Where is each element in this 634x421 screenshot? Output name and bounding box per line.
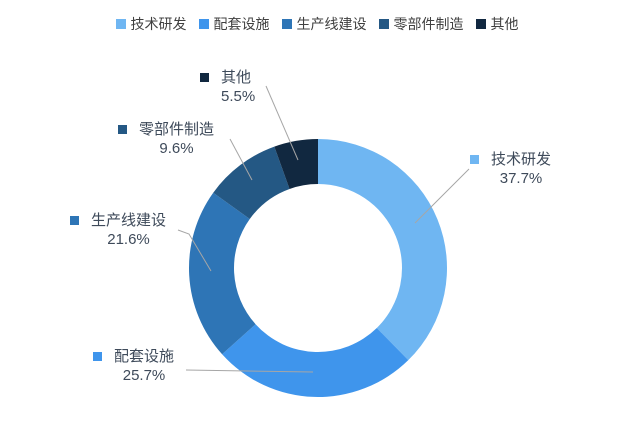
data-label-name: 技术研发 bbox=[491, 151, 552, 168]
legend-label: 零部件制造 bbox=[393, 16, 464, 32]
data-label-1: 配套设施 25.7% bbox=[93, 347, 174, 385]
legend-item-4: 其他 bbox=[475, 14, 519, 34]
data-label-percent: 21.6% bbox=[107, 231, 150, 248]
data-label-percent: 37.7% bbox=[499, 170, 543, 187]
legend-label: 配套设施 bbox=[213, 16, 270, 32]
legend-item-2: 生产线建设 bbox=[281, 14, 367, 34]
donut-slice-2 bbox=[189, 192, 256, 355]
donut-slice-0 bbox=[318, 139, 447, 361]
data-label-marker-icon bbox=[200, 73, 209, 82]
legend-swatch-icon bbox=[115, 19, 126, 29]
data-label-percent: 9.6% bbox=[159, 140, 194, 157]
data-label-marker-icon bbox=[93, 352, 102, 361]
data-label-percent: 5.5% bbox=[221, 88, 256, 105]
legend-label: 生产线建设 bbox=[296, 16, 367, 32]
legend-swatch-icon bbox=[281, 19, 292, 29]
donut-slice-3 bbox=[213, 146, 290, 219]
donut-slice-1 bbox=[222, 324, 409, 397]
data-label-4: 其他 5.5% bbox=[200, 68, 255, 106]
data-label-marker-icon bbox=[470, 155, 479, 164]
leader-line-1 bbox=[185, 369, 314, 373]
data-label-percent: 25.7% bbox=[122, 367, 166, 384]
leader-line-3 bbox=[229, 138, 253, 181]
chart-legend: 技术研发 配套设施 生产线建设 零部件制造 其他 bbox=[0, 14, 634, 34]
data-label-3: 零部件制造 9.6% bbox=[118, 120, 214, 158]
legend-label: 技术研发 bbox=[130, 16, 187, 32]
leader-line-2 bbox=[177, 229, 212, 272]
legend-item-1: 配套设施 bbox=[198, 14, 270, 34]
data-label-name: 配套设施 bbox=[114, 348, 175, 365]
legend-swatch-icon bbox=[378, 19, 389, 29]
legend-swatch-icon bbox=[198, 19, 209, 29]
data-label-0: 技术研发 37.7% bbox=[470, 150, 551, 188]
data-label-name: 零部件制造 bbox=[139, 121, 215, 138]
legend-swatch-icon bbox=[475, 19, 486, 29]
data-label-marker-icon bbox=[70, 216, 79, 225]
data-label-name: 生产线建设 bbox=[91, 212, 167, 229]
data-label-2: 生产线建设 21.6% bbox=[70, 211, 166, 249]
data-label-marker-icon bbox=[118, 125, 127, 134]
legend-item-0: 技术研发 bbox=[115, 14, 187, 34]
legend-item-3: 零部件制造 bbox=[378, 14, 464, 34]
data-label-name: 其他 bbox=[221, 69, 252, 86]
leader-line-0 bbox=[414, 168, 470, 224]
leader-line-4 bbox=[265, 85, 299, 161]
donut-slice-4 bbox=[274, 139, 318, 189]
legend-label: 其他 bbox=[490, 16, 519, 32]
